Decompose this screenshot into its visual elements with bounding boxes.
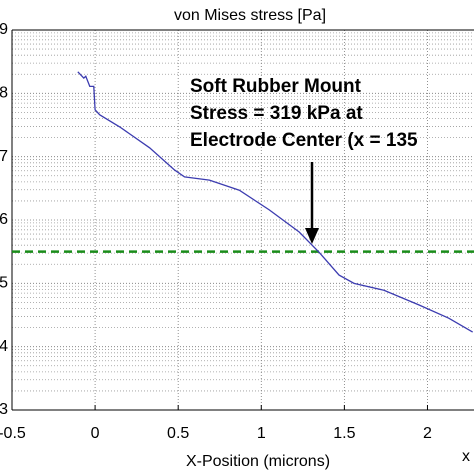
y-tick-label: 9 bbox=[0, 21, 8, 38]
x-tick-label: 0.5 bbox=[167, 425, 189, 442]
y-tick-label: 4 bbox=[0, 338, 8, 355]
series-line bbox=[77, 71, 473, 333]
y-tick-label: 6 bbox=[0, 211, 8, 228]
y-tick-label: 3 bbox=[0, 401, 8, 418]
x-tick-label: -0.5 bbox=[0, 425, 26, 442]
x-tick-label: 2 bbox=[423, 425, 432, 442]
x-tick-label: 1.5 bbox=[333, 425, 355, 442]
x-axis-label: X-Position (microns) bbox=[186, 453, 330, 470]
y-tick-label: 5 bbox=[0, 275, 8, 292]
annotation-text: Electrode Center (x = 135 bbox=[190, 130, 418, 151]
y-tick-label: 8 bbox=[0, 85, 8, 102]
x-axis-multiplier: x bbox=[462, 448, 470, 465]
y-tick-label: 7 bbox=[0, 148, 8, 165]
annotation-text: Soft Rubber Mount bbox=[190, 76, 362, 97]
annotation-arrowhead bbox=[305, 228, 319, 244]
x-tick-label: 0 bbox=[91, 425, 100, 442]
annotation-text: Stress = 319 kPa at bbox=[190, 103, 363, 124]
chart-title: von Mises stress [Pa] bbox=[174, 7, 326, 24]
x-tick-label: 1 bbox=[257, 425, 266, 442]
